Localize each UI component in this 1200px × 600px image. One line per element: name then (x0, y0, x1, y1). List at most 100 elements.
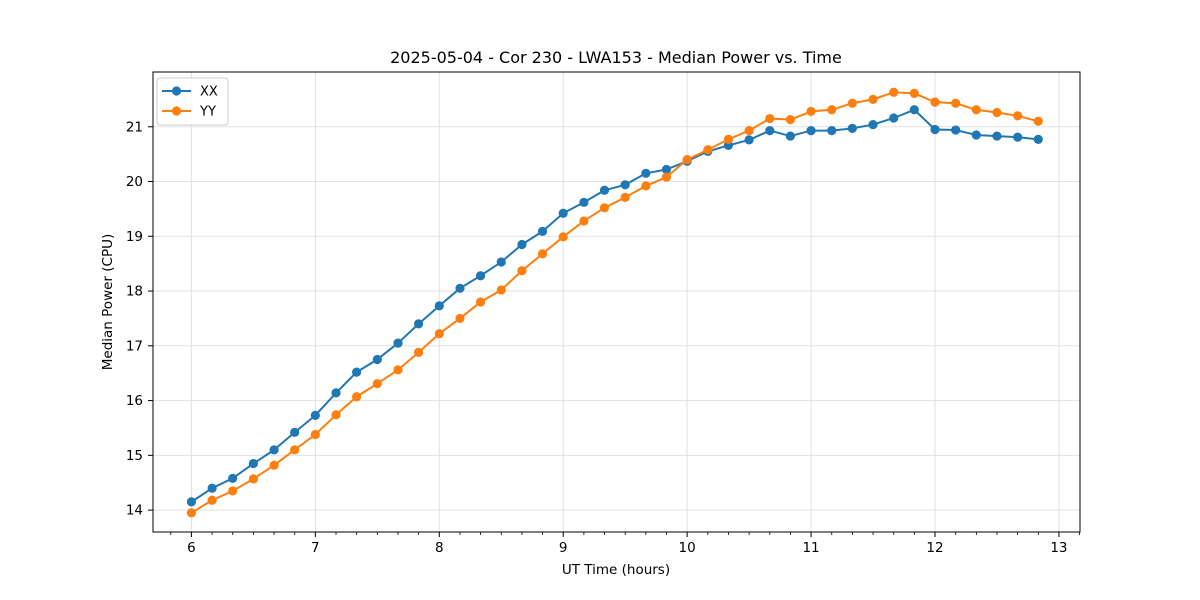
legend-item-YY: YY (162, 105, 216, 120)
x-tick-label: 9 (559, 540, 568, 556)
data-point-marker (992, 131, 1002, 141)
data-point-marker (765, 113, 775, 124)
data-point-marker (372, 378, 382, 389)
data-point-marker (1013, 132, 1023, 142)
data-point-marker (599, 185, 610, 195)
data-point-marker (868, 119, 878, 130)
y-tick-label: 18 (126, 284, 143, 300)
data-point-marker (228, 473, 238, 483)
data-point-marker (951, 125, 961, 135)
data-point-marker (228, 486, 238, 496)
x-tick-label: 10 (679, 540, 696, 556)
data-point-marker (558, 232, 568, 242)
data-point-marker (331, 410, 341, 420)
data-point-marker (744, 125, 754, 136)
data-point-marker (620, 192, 630, 203)
data-point-marker (930, 97, 940, 107)
data-point-marker (579, 197, 589, 207)
data-point-marker (434, 301, 444, 311)
data-point-marker (785, 115, 795, 125)
data-point-marker (703, 145, 713, 155)
data-point-marker (352, 367, 362, 377)
data-point-marker (806, 125, 816, 136)
y-tick-label: 20 (126, 174, 143, 190)
data-point-marker (889, 113, 899, 123)
data-point-marker (393, 365, 403, 375)
data-point-marker (331, 388, 341, 398)
data-point-marker (889, 87, 899, 97)
data-point-marker (517, 239, 527, 250)
legend-marker (171, 86, 182, 96)
x-tick-label: 11 (802, 540, 819, 556)
legend-item-XX: XX (162, 85, 218, 100)
data-point-marker (269, 445, 279, 455)
data-point-marker (579, 216, 589, 226)
data-point-marker (909, 88, 919, 98)
data-point-marker (186, 508, 197, 518)
data-point-marker (1033, 116, 1043, 126)
x-tick-label: 6 (187, 540, 196, 556)
data-point-marker (475, 297, 486, 307)
data-point-marker (496, 257, 506, 267)
data-point-marker (951, 98, 961, 108)
data-point-marker (537, 249, 548, 259)
data-point-marker (682, 155, 692, 165)
data-point-marker (310, 410, 320, 420)
data-point-marker (765, 125, 775, 136)
data-point-marker (455, 283, 465, 293)
data-point-marker (847, 98, 857, 108)
legend-label: YY (199, 105, 216, 120)
data-point-marker (992, 107, 1002, 118)
data-point-marker (352, 392, 362, 402)
y-tick-label: 16 (126, 393, 143, 409)
y-tick-label: 17 (126, 338, 143, 354)
series-line-YY (190, 91, 1039, 514)
data-point-marker (827, 105, 837, 115)
data-point-marker (434, 329, 444, 339)
data-series-layer (186, 87, 1043, 518)
data-point-marker (558, 208, 568, 218)
data-point-marker (661, 172, 672, 182)
data-point-marker (868, 94, 878, 104)
data-point-marker (207, 495, 217, 505)
data-point-marker (537, 226, 548, 236)
data-point-marker (310, 429, 320, 440)
data-point-marker (785, 131, 795, 141)
data-point-marker (620, 180, 630, 190)
y-tick-label: 21 (126, 119, 143, 135)
data-point-marker (1013, 111, 1023, 121)
gridlines (153, 72, 1080, 532)
data-point-marker (413, 319, 424, 329)
data-point-marker (475, 271, 486, 281)
axis-ticks: 6 7 8 9 10 11 12 13 14 15 16 17 18 19 20 21 (126, 119, 1081, 556)
data-point-marker (744, 135, 754, 145)
data-point-marker (909, 105, 919, 115)
series-YY (186, 87, 1043, 518)
data-point-marker (186, 497, 197, 507)
legend-label: XX (200, 85, 218, 100)
legend-marker (171, 106, 182, 116)
x-tick-label: 8 (435, 540, 444, 556)
data-point-marker (517, 266, 527, 276)
data-point-marker (1033, 134, 1043, 144)
data-point-marker (290, 445, 300, 455)
data-point-marker (455, 313, 465, 324)
y-tick-label: 15 (126, 448, 143, 464)
data-point-marker (971, 105, 981, 115)
data-point-marker (641, 168, 651, 178)
x-tick-label: 13 (1050, 540, 1067, 556)
data-point-marker (393, 338, 403, 348)
data-point-marker (971, 130, 981, 140)
data-point-marker (661, 164, 672, 175)
data-point-marker (413, 347, 424, 357)
data-point-marker (372, 354, 382, 365)
data-point-marker (641, 181, 651, 191)
y-tick-label: 14 (126, 503, 143, 519)
data-point-marker (806, 106, 816, 117)
x-axis-label: UT Time (hours) (562, 562, 670, 578)
legend: XX YY (156, 77, 229, 126)
x-tick-label: 12 (926, 540, 943, 556)
data-point-marker (269, 460, 279, 470)
